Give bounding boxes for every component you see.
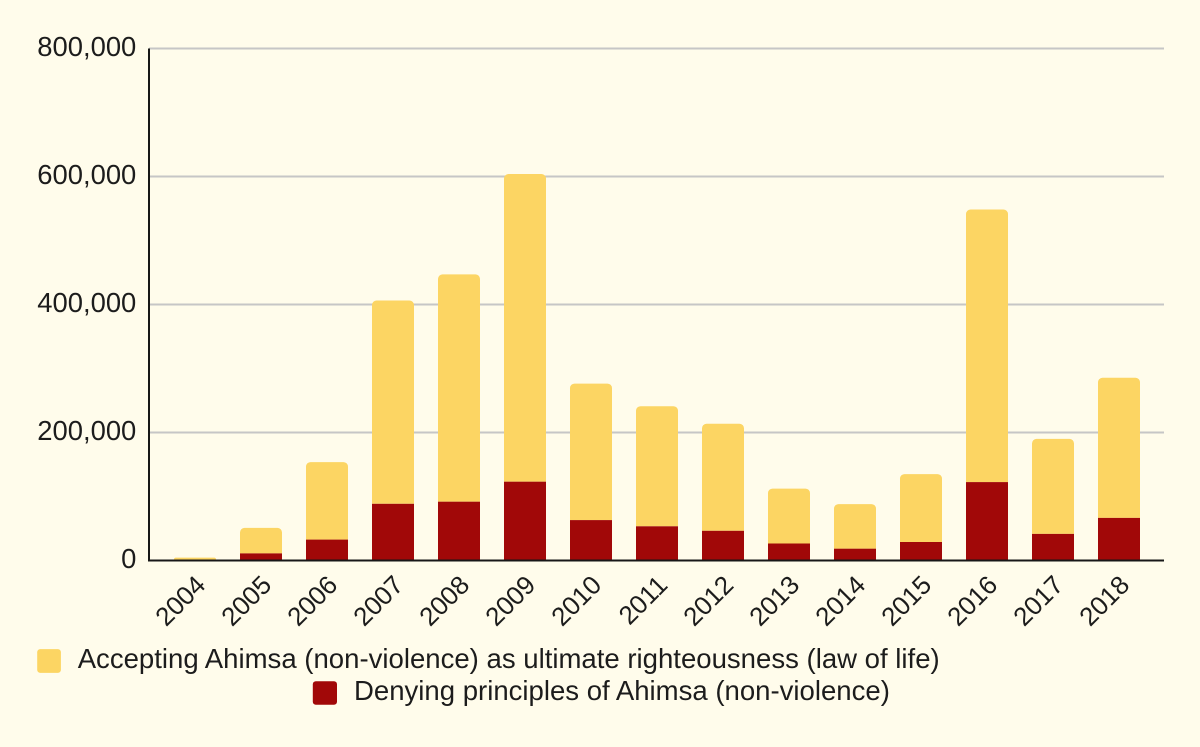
svg-text:200,000: 200,000 <box>37 415 136 446</box>
svg-text:600,000: 600,000 <box>37 159 136 190</box>
svg-text:Denying principles of Ahimsa (: Denying principles of Ahimsa (non-violen… <box>354 675 890 706</box>
svg-text:400,000: 400,000 <box>37 287 136 318</box>
svg-text:0: 0 <box>121 543 136 574</box>
svg-text:Accepting Ahimsa (non-violence: Accepting Ahimsa (non-violence) as ultim… <box>78 643 940 674</box>
svg-text:800,000: 800,000 <box>37 31 136 62</box>
